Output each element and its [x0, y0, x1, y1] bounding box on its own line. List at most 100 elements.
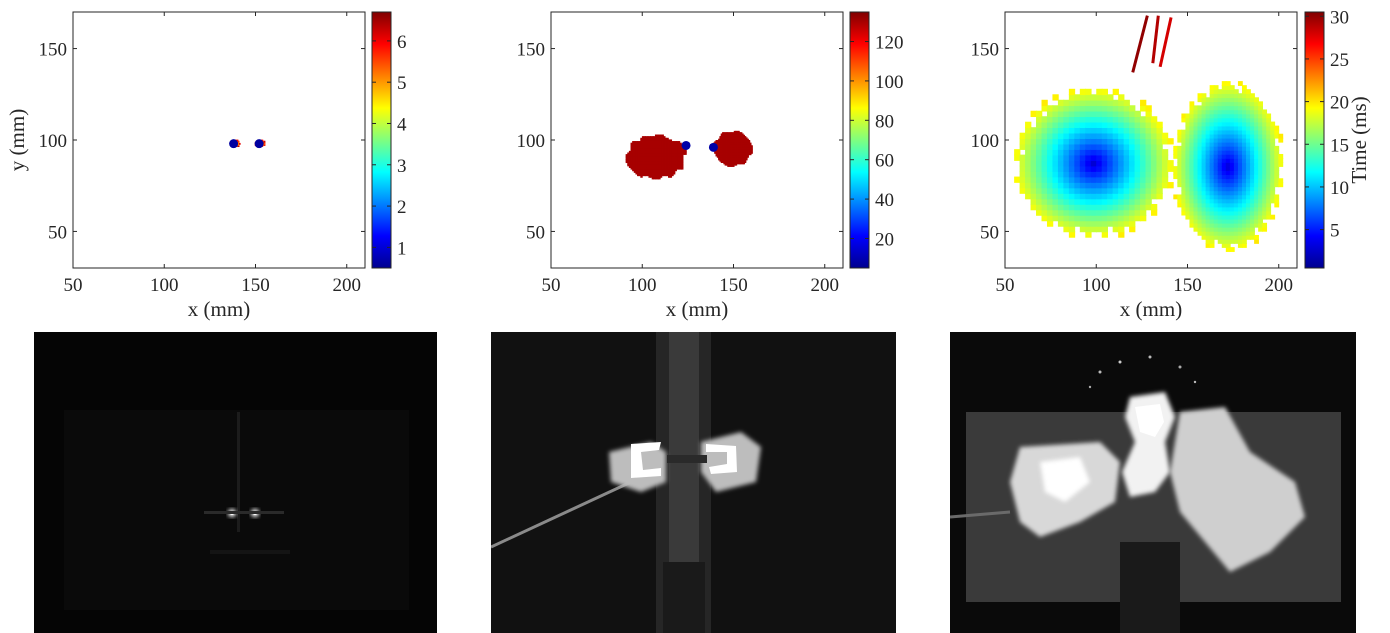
flame-point [749, 151, 752, 154]
flame-point [1112, 105, 1119, 112]
flame-point [1213, 117, 1219, 123]
flame-point [1052, 132, 1059, 139]
flame-point [645, 142, 648, 146]
flame-point [1246, 129, 1251, 135]
flame-point [736, 158, 739, 161]
flame-point [1225, 117, 1231, 123]
flame-point [722, 154, 725, 157]
flame-point [732, 160, 735, 164]
flame-point [746, 154, 749, 157]
flame-point [1068, 176, 1076, 183]
flame-point [656, 142, 660, 146]
flame-point [1161, 171, 1169, 178]
flame-point [1063, 154, 1070, 161]
flame-point [1112, 160, 1119, 167]
flame-point [1085, 225, 1092, 233]
flame-point [1096, 88, 1103, 96]
flame-point [1090, 176, 1098, 183]
flame-point [744, 146, 747, 149]
flame-point [725, 150, 729, 153]
flame-point [1229, 105, 1235, 111]
flame-point [667, 170, 671, 173]
flame-point [1197, 198, 1203, 204]
flame-point [1189, 129, 1195, 135]
flame-point [731, 153, 734, 156]
flame-point [748, 146, 751, 149]
flame-point [1181, 141, 1187, 147]
flame-point [744, 159, 747, 162]
flame-point [663, 167, 666, 170]
flame-point [1246, 145, 1251, 151]
flame-point [1193, 133, 1199, 139]
flame-point [1237, 243, 1243, 248]
flame-point [663, 160, 666, 164]
flame-point [1112, 110, 1119, 118]
flame-point [653, 160, 656, 164]
flame-point [1241, 137, 1247, 143]
flame-point [1079, 193, 1087, 200]
flame-point [645, 163, 648, 167]
flame-point [720, 150, 723, 153]
flame-point [674, 152, 677, 155]
flame-point [740, 159, 743, 162]
flame-point [1213, 137, 1219, 143]
flame-point [725, 155, 729, 158]
flame-point [1233, 137, 1239, 143]
flame-point [1225, 214, 1231, 220]
flame-point [1213, 149, 1219, 155]
flame-point [640, 172, 643, 175]
flame-point [1030, 176, 1037, 183]
flame-point [740, 142, 743, 145]
flame-point [1140, 165, 1147, 172]
flame-point [720, 146, 723, 149]
flame-point [679, 145, 682, 149]
flame-point [745, 147, 748, 150]
flame-point [738, 143, 742, 147]
y-tick-label: 50 [980, 222, 999, 243]
flame-point [653, 152, 656, 155]
flame-point [1063, 143, 1070, 150]
flame-point [722, 140, 725, 143]
flame-point [658, 139, 661, 142]
flame-point [727, 160, 730, 164]
flame-point [722, 150, 725, 153]
flame-point [1246, 230, 1251, 236]
flame-point [1262, 121, 1268, 127]
flame-point [237, 140, 240, 143]
flame-point [1041, 176, 1048, 183]
flame-point [1258, 129, 1263, 135]
flame-point [1246, 190, 1251, 196]
flame-point [654, 145, 658, 149]
flame-point [1221, 113, 1227, 119]
flame-point [736, 147, 739, 150]
flame-point [729, 149, 732, 152]
flame-point [1221, 190, 1227, 196]
flame-point [1278, 153, 1284, 159]
y-tick-label: 150 [517, 40, 546, 61]
flame-point [1205, 158, 1211, 163]
flame-point [1270, 125, 1276, 131]
flame-point [736, 133, 739, 136]
flame-point [1112, 193, 1119, 200]
flame-point [1274, 178, 1280, 184]
flame-point [1189, 149, 1195, 155]
flame-point [1129, 127, 1136, 134]
flame-point [1241, 141, 1247, 147]
flame-point [1046, 154, 1054, 161]
x-tick-label: 150 [719, 275, 748, 296]
flame-point [1262, 117, 1268, 123]
flame-point [736, 159, 739, 162]
flame-point [1209, 162, 1215, 167]
flame-point [1274, 166, 1280, 171]
flame-point [1193, 129, 1199, 135]
flame-point [1112, 225, 1119, 233]
flame-point [740, 160, 743, 164]
flame-point [658, 155, 661, 159]
flame-point [1221, 101, 1227, 107]
flame-point [672, 167, 676, 170]
flame-point [745, 150, 748, 153]
flame-point [635, 152, 638, 155]
flame-point [1085, 171, 1092, 178]
flame-point [1197, 174, 1203, 180]
flame-point [736, 130, 739, 133]
